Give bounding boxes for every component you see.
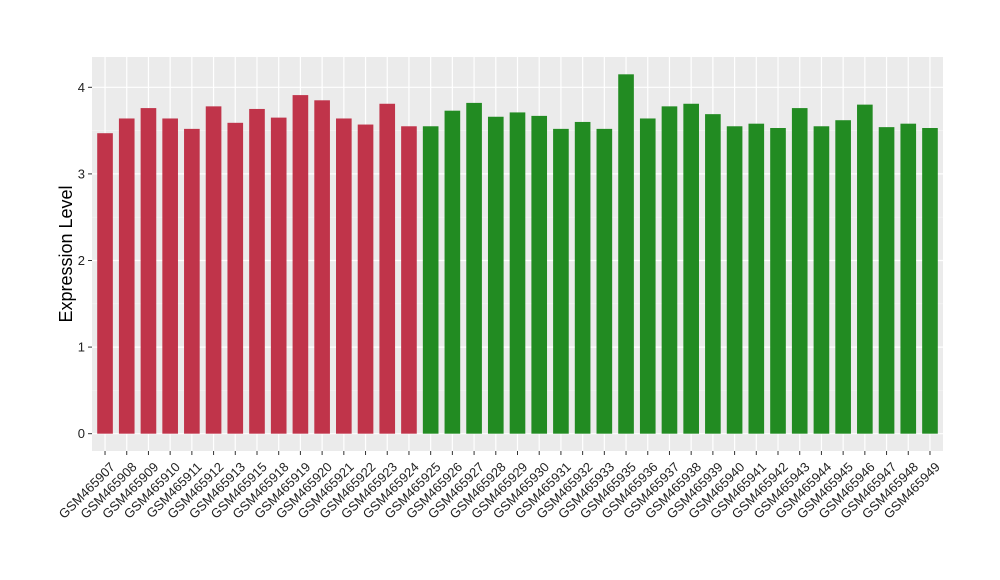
bar-GSM465937 <box>661 106 678 434</box>
bar-GSM465933 <box>596 128 613 434</box>
bar-GSM465928 <box>487 116 504 434</box>
bar-GSM465949 <box>922 128 938 434</box>
y-tick-label: 4 <box>78 80 85 95</box>
bar-GSM465938 <box>683 103 699 434</box>
bar-GSM465913 <box>227 122 244 434</box>
bars <box>97 74 938 434</box>
y-tick-label: 3 <box>78 166 85 181</box>
y-axis-title: Expression Level <box>56 185 76 322</box>
bar-GSM465923 <box>379 103 396 434</box>
bar-GSM465943 <box>791 108 808 434</box>
bar-GSM465919 <box>292 95 309 434</box>
bar-GSM465915 <box>249 108 265 434</box>
bar-GSM465924 <box>401 126 417 434</box>
bar-GSM465948 <box>900 123 917 434</box>
bar-GSM465931 <box>553 128 569 434</box>
bar-GSM465941 <box>748 123 765 434</box>
y-tick-label: 2 <box>78 253 85 268</box>
bar-GSM465927 <box>466 102 482 434</box>
bar-GSM465940 <box>726 126 743 434</box>
bar-GSM465922 <box>357 124 374 434</box>
x-axis: GSM465907GSM465908GSM465909GSM465910GSM4… <box>56 451 943 522</box>
bar-GSM465945 <box>835 120 851 434</box>
bar-GSM465947 <box>878 127 895 434</box>
bar-GSM465929 <box>509 112 526 434</box>
bar-GSM465907 <box>97 133 113 434</box>
bar-GSM465930 <box>531 115 548 434</box>
bar-GSM465920 <box>314 100 330 434</box>
bar-GSM465921 <box>336 118 352 434</box>
bar-GSM465936 <box>639 118 656 434</box>
bar-GSM465944 <box>813 126 830 434</box>
bar-GSM465926 <box>444 110 461 434</box>
bar-GSM465918 <box>270 117 287 434</box>
bar-GSM465939 <box>705 114 721 434</box>
bar-GSM465946 <box>857 104 873 434</box>
bar-GSM465909 <box>140 108 157 434</box>
bar-GSM465908 <box>118 118 135 434</box>
y-axis: 0 1 2 3 4 <box>78 80 92 441</box>
y-tick-label: 1 <box>78 340 85 355</box>
bar-GSM465911 <box>184 128 200 434</box>
bar-GSM465932 <box>574 121 591 434</box>
y-tick-label: 0 <box>78 426 85 441</box>
bar-GSM465935 <box>618 74 634 434</box>
bar-GSM465912 <box>205 106 222 434</box>
bar-GSM465910 <box>162 118 178 434</box>
bar-GSM465942 <box>770 128 786 434</box>
bar-GSM465925 <box>422 126 439 434</box>
